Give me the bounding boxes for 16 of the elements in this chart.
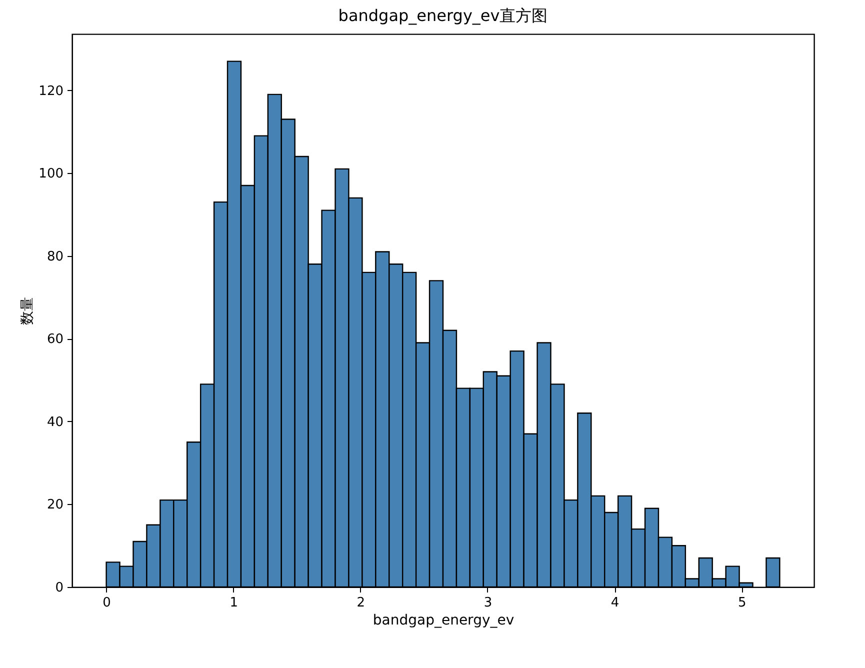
chart-title: bandgap_energy_ev直方图 xyxy=(338,6,548,25)
y-tick-label: 40 xyxy=(46,414,64,430)
y-axis-title: 数量 xyxy=(20,297,36,325)
y-tick-label: 20 xyxy=(46,498,64,513)
x-tick-label: 4 xyxy=(610,596,620,610)
y-tick-label: 0 xyxy=(55,580,64,596)
y-tick-label: 100 xyxy=(38,166,64,182)
y-tick-label: 80 xyxy=(46,249,64,264)
x-tick-label: 1 xyxy=(230,596,238,610)
y-tick-label: 120 xyxy=(38,84,64,99)
x-tick-label: 5 xyxy=(738,596,746,610)
x-tick-label: 3 xyxy=(484,596,492,610)
x-tick-label: 2 xyxy=(356,596,366,610)
x-axis-title: bandgap_energy_ev xyxy=(372,612,514,628)
x-tick-label: 0 xyxy=(102,596,111,610)
y-tick-label: 60 xyxy=(46,332,64,348)
